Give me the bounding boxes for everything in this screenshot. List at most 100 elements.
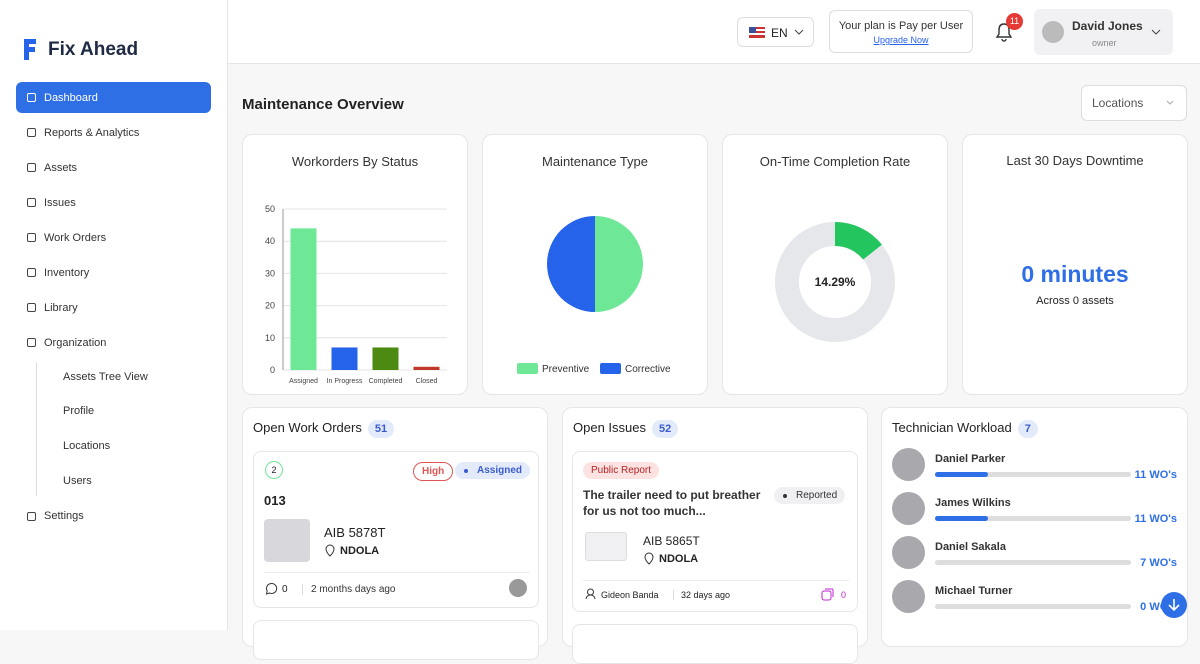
tech-name: Michael Turner bbox=[935, 585, 1013, 597]
divider bbox=[264, 572, 530, 573]
flag bbox=[749, 27, 765, 38]
nav-item[interactable]: Settings bbox=[44, 510, 84, 523]
filter-label: Locations bbox=[1092, 96, 1144, 110]
legend-label: Corrective bbox=[625, 364, 671, 375]
nav-icon bbox=[27, 268, 36, 277]
chart: Preventive Corrective bbox=[517, 216, 671, 375]
nav-item[interactable]: Library bbox=[44, 301, 78, 314]
time: 32 days ago bbox=[673, 590, 730, 600]
sub-nav-item[interactable]: Users bbox=[63, 474, 92, 487]
nav-icon bbox=[27, 163, 36, 172]
chart-title: On-Time Completion Rate bbox=[759, 154, 911, 169]
y-tick-label: 50 bbox=[265, 204, 275, 214]
language-select[interactable]: EN bbox=[737, 17, 814, 47]
load-bar bbox=[935, 472, 988, 477]
x-tick-label: Assigned bbox=[289, 378, 318, 385]
nav-icon bbox=[27, 338, 36, 347]
tech-name: James Wilkins bbox=[935, 497, 1011, 509]
issues-card: Open Issues 52 Public Report The trailer … bbox=[562, 407, 868, 664]
track bbox=[935, 604, 1131, 609]
nav-item[interactable]: Assets bbox=[44, 161, 78, 174]
issue[interactable]: Public Report The trailer need to put br… bbox=[572, 451, 858, 612]
donut-arc bbox=[834, 222, 882, 261]
wo-count: 0 bbox=[841, 590, 847, 600]
chart-card: On-Time Completion Rate 14.29% bbox=[722, 134, 948, 395]
x-tick-label: Closed bbox=[416, 378, 438, 385]
nav-item[interactable]: Organization bbox=[44, 336, 107, 349]
card-title: Open Work Orders 51 bbox=[253, 420, 395, 438]
legend-label: Preventive bbox=[542, 364, 590, 375]
nav-icon bbox=[27, 511, 36, 521]
wo-label: 11 WO's bbox=[1134, 469, 1177, 481]
title: Technician Workload bbox=[892, 420, 1012, 435]
assignee bbox=[509, 579, 527, 597]
nav-item[interactable]: Work Orders bbox=[44, 231, 107, 244]
time: 2 months days ago bbox=[302, 584, 396, 595]
y-tick-label: 20 bbox=[265, 301, 275, 311]
avatar bbox=[892, 536, 925, 569]
plan: Your plan is Pay per User bbox=[838, 20, 964, 32]
scroll-button[interactable] bbox=[1161, 592, 1187, 618]
legend-swatch bbox=[517, 363, 538, 374]
chart: 0 10 20 30 40 50 Assigned In Progress Completed C… bbox=[265, 204, 447, 385]
avatar bbox=[892, 492, 925, 525]
nav-item[interactable]: Reports & Analytics bbox=[44, 126, 140, 139]
load-bar bbox=[935, 516, 988, 521]
asset: AIB 5865T bbox=[643, 534, 700, 548]
sub-nav-item[interactable]: Profile bbox=[63, 405, 95, 418]
nav-item[interactable]: Inventory bbox=[44, 266, 90, 279]
notification-count: 11 bbox=[1006, 13, 1023, 30]
chevron bbox=[1166, 100, 1174, 105]
track bbox=[935, 472, 1131, 477]
track bbox=[935, 560, 1131, 565]
pin bbox=[325, 544, 335, 557]
y-tick-label: 0 bbox=[270, 365, 275, 375]
nav-icon bbox=[27, 93, 36, 102]
issue-title: The trailer need to put breather for us … bbox=[583, 488, 761, 518]
sub-nav-item[interactable]: Locations bbox=[63, 439, 111, 452]
tech-name: Daniel Parker bbox=[935, 453, 1006, 465]
reporter: Gideon Banda bbox=[601, 590, 659, 600]
downtime-card: Last 30 Days Downtime 0 minutes Across 0… bbox=[962, 134, 1188, 395]
user-role: owner bbox=[1092, 38, 1117, 48]
chart: 14.29% bbox=[775, 222, 895, 342]
pie-slice bbox=[595, 216, 643, 312]
wo-icon bbox=[821, 588, 834, 601]
chart-title: Maintenance Type bbox=[542, 154, 648, 169]
nav-icon bbox=[27, 303, 36, 312]
location-filter[interactable]: Locations bbox=[1081, 85, 1187, 121]
count: 51 bbox=[367, 420, 395, 438]
source: Public Report bbox=[583, 462, 660, 479]
avatar bbox=[892, 580, 925, 613]
card-title: Open Issues 52 bbox=[573, 420, 679, 438]
chevron bbox=[794, 29, 804, 35]
chart-card: Maintenance Type Preventive Corrective bbox=[482, 134, 708, 395]
sub-nav-item[interactable]: Assets Tree View bbox=[63, 370, 148, 383]
location: NDOLA bbox=[340, 545, 380, 557]
plan-box: Your plan is Pay per User Upgrade Now bbox=[829, 10, 973, 53]
header: EN Your plan is Pay per User Upgrade Now… bbox=[228, 0, 1200, 64]
user-menu[interactable]: David Jones owner bbox=[1034, 9, 1173, 55]
asset-image bbox=[264, 519, 310, 562]
bar bbox=[372, 347, 399, 370]
asset: AIB 5878T bbox=[324, 525, 386, 540]
nav-item[interactable]: Issues bbox=[44, 196, 76, 209]
nav-item[interactable]: Dashboard bbox=[16, 82, 211, 113]
nav-icon bbox=[27, 128, 36, 137]
language: EN bbox=[771, 26, 788, 40]
wo-number: 2 bbox=[265, 461, 283, 479]
comment-icon bbox=[265, 582, 278, 595]
chart-title: Workorders By Status bbox=[291, 154, 419, 169]
page-title: Maintenance Overview bbox=[242, 96, 404, 113]
card-title: Technician Workload 7 bbox=[892, 420, 1038, 438]
divider bbox=[583, 580, 849, 581]
tech-name: Daniel Sakala bbox=[935, 541, 1006, 553]
work-order[interactable]: 2 High Assigned 013 AIB 5878T NDOLA 0 2 … bbox=[253, 451, 539, 608]
dot bbox=[464, 469, 468, 473]
location: NDOLA bbox=[659, 553, 699, 565]
upgrade-link[interactable]: Upgrade Now bbox=[873, 35, 929, 45]
y-tick-label: 30 bbox=[265, 268, 275, 278]
downtime-caption: Across 0 assets bbox=[1036, 295, 1114, 307]
chevron bbox=[1151, 29, 1161, 35]
user-name: David Jones bbox=[1072, 19, 1143, 33]
